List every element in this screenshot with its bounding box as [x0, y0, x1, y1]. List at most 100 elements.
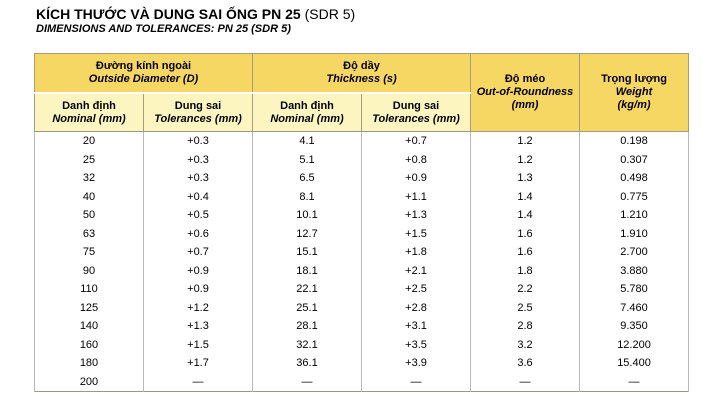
cell: +1.3: [142, 317, 254, 336]
cell: +0.4: [142, 187, 254, 206]
subheader-label-en: Nominal (mm): [52, 112, 126, 125]
subheader-label-en: Tolerances (mm): [154, 112, 242, 125]
subheader-label-en: Nominal (mm): [270, 112, 344, 125]
col-weight: Trọng lượng Weight (kg/m): [579, 53, 690, 132]
cell: 25.1: [252, 298, 363, 317]
table-row: 20 +0.3 4.1 +0.7 1.2 0.198: [34, 131, 690, 151]
cell: +3.5: [361, 335, 472, 354]
cell: 1.910: [579, 224, 690, 243]
cell: +1.2: [142, 298, 254, 317]
cell: —: [579, 372, 690, 392]
cell: 22.1: [252, 280, 363, 299]
subheader-label-vi: Danh định: [280, 99, 334, 112]
cell: 2.8: [470, 317, 581, 336]
subheader-label-en: Tolerances (mm): [372, 112, 460, 125]
cell: —: [252, 372, 363, 392]
group-label-en: Out-of-Roundness: [476, 86, 574, 98]
cell: +2.1: [361, 261, 472, 280]
group-label-vi: Trọng lượng: [601, 73, 667, 85]
cell: +2.5: [361, 280, 472, 299]
table-row: 125 +1.2 25.1 +2.8 2.5 7.460: [34, 298, 690, 317]
cell: 28.1: [252, 317, 363, 336]
cell: +1.5: [142, 335, 254, 354]
cell: +0.6: [142, 224, 254, 243]
table-row: 25 +0.3 5.1 +0.8 1.2 0.307: [34, 150, 690, 169]
cell: 12.7: [252, 224, 363, 243]
dimensions-tolerances-table: Đường kính ngoài Outside Diameter (D) Độ…: [33, 53, 690, 392]
cell: 1.4: [470, 187, 581, 206]
cell: 180: [34, 354, 144, 373]
cell: 1.4: [470, 206, 581, 225]
cell: 5.1: [252, 150, 363, 169]
cell: 1.6: [470, 224, 581, 243]
cell: 63: [34, 224, 144, 243]
cell: +0.3: [142, 131, 254, 151]
cell: 1.2: [470, 131, 581, 151]
cell: 1.2: [470, 150, 581, 169]
table-row: 90 +0.9 18.1 +2.1 1.8 3.880: [34, 261, 690, 280]
subheader-label-vi: Dung sai: [392, 99, 440, 112]
cell: +0.9: [142, 280, 254, 299]
cell: 110: [34, 280, 144, 299]
cell: —: [470, 372, 581, 392]
cell: 3.880: [579, 261, 690, 280]
cell: +0.3: [142, 169, 254, 188]
cell: 10.1: [252, 206, 363, 225]
table-header: Đường kính ngoài Outside Diameter (D) Độ…: [33, 53, 690, 132]
cell: 9.350: [579, 317, 690, 336]
subheader-label-vi: Danh định: [62, 99, 116, 112]
cell: +0.9: [142, 261, 254, 280]
cell: 0.498: [579, 169, 690, 188]
cell: 1.8: [470, 261, 581, 280]
table-row: 75 +0.7 15.1 +1.8 1.6 2.700: [34, 243, 690, 262]
page-subtitle: DIMENSIONS AND TOLERANCES: PN 25 (SDR 5): [36, 23, 291, 35]
cell: 2.700: [579, 243, 690, 262]
cell: +0.9: [361, 169, 472, 188]
page-title: KÍCH THƯỚC VÀ DUNG SAI ỐNG PN 25 (SDR 5): [36, 6, 355, 22]
table-row: 140 +1.3 28.1 +3.1 2.8 9.350: [34, 317, 690, 336]
cell: +0.8: [361, 150, 472, 169]
cell: 3.2: [470, 335, 581, 354]
cell: +2.8: [361, 298, 472, 317]
page-title-suffix: (SDR 5): [300, 6, 356, 22]
group-label-vi: Đường kính ngoài: [95, 60, 192, 72]
cell: 25: [34, 150, 144, 169]
cell: +1.8: [361, 243, 472, 262]
col-thickness-nominal: Danh định Nominal (mm): [252, 92, 363, 132]
cell: 50: [34, 206, 144, 225]
col-thickness-tolerances: Dung sai Tolerances (mm): [361, 92, 472, 132]
cell: 4.1: [252, 131, 363, 151]
cell: +1.3: [361, 206, 472, 225]
cell: 15.1: [252, 243, 363, 262]
col-group-thickness: Độ dầy Thickness (s): [252, 53, 472, 94]
cell: 32: [34, 169, 144, 188]
cell: 15.400: [579, 354, 690, 373]
cell: +1.1: [361, 187, 472, 206]
cell: 1.3: [470, 169, 581, 188]
table-body: 20 +0.3 4.1 +0.7 1.2 0.198 25 +0.3 5.1 +0.8 1.2 0.3…: [34, 131, 690, 392]
group-label-unit: (mm): [511, 99, 539, 111]
cell: 0.198: [579, 131, 690, 151]
table-row: 32 +0.3 6.5 +0.9 1.3 0.498: [34, 169, 690, 188]
cell: 200: [34, 372, 144, 392]
cell: 160: [34, 335, 144, 354]
cell: +0.3: [142, 150, 254, 169]
cell: 36.1: [252, 354, 363, 373]
table-row: 50 +0.5 10.1 +1.3 1.4 1.210: [34, 206, 690, 225]
cell: 125: [34, 298, 144, 317]
table-row: 40 +0.4 8.1 +1.1 1.4 0.775: [34, 187, 690, 206]
cell: 1.210: [579, 206, 690, 225]
cell: 7.460: [579, 298, 690, 317]
cell: 1.6: [470, 243, 581, 262]
cell: +0.7: [142, 243, 254, 262]
page-header: KÍCH THƯỚC VÀ DUNG SAI ỐNG PN 25 (SDR 5)…: [36, 6, 355, 36]
subheader-label-vi: Dung sai: [174, 99, 222, 112]
cell: 90: [34, 261, 144, 280]
cell: 2.2: [470, 280, 581, 299]
group-label-en: Outside Diameter (D): [88, 73, 199, 85]
cell: 3.6: [470, 354, 581, 373]
col-group-outside-diameter: Đường kính ngoài Outside Diameter (D): [33, 53, 254, 94]
col-od-nominal: Danh định Nominal (mm): [34, 92, 144, 132]
table-row: 180 +1.7 36.1 +3.9 3.6 15.400: [34, 354, 690, 373]
